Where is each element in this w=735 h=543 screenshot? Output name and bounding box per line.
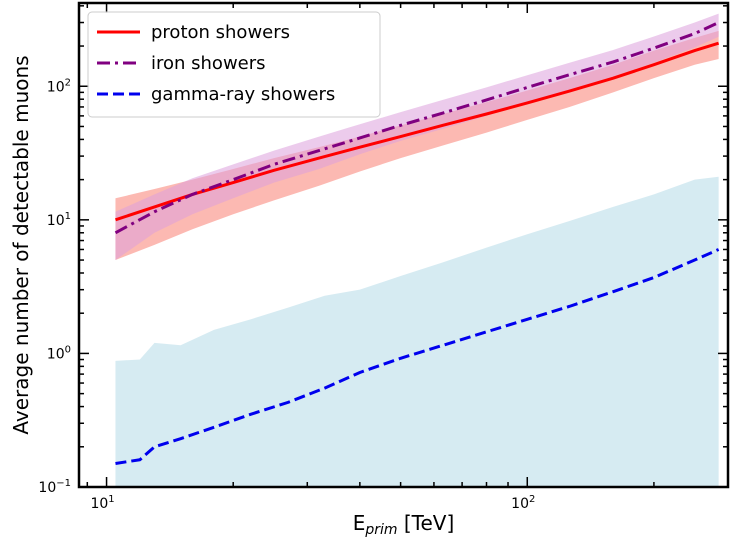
series-lines — [114, 21, 720, 465]
y-axis-label: Average number of detectable muons — [9, 55, 33, 434]
iron-showers-legend-label: iron showers — [151, 53, 266, 74]
x-tick-base: 10 — [511, 496, 529, 512]
y-tick-exponent: −1 — [56, 478, 71, 489]
x-tick-exponent: 1 — [108, 494, 114, 505]
x-axis-label-unit: [TeV] — [398, 511, 455, 535]
y-tick-exponent: 2 — [65, 77, 71, 88]
x-axis-label-main: E — [353, 511, 366, 535]
y-tick-label: 10−1 — [38, 478, 71, 496]
legend: proton showers iron showers gamma-ray show… — [87, 11, 381, 118]
x-tick-base: 10 — [90, 496, 108, 512]
y-tick-label: 100 — [47, 344, 71, 362]
y-tick-exponent: 0 — [65, 344, 71, 355]
y-tick-base: 10 — [47, 79, 65, 95]
gamma-ray-showers-line — [115, 248, 720, 465]
plot-frame — [77, 1, 730, 489]
x-tick-exponent: 2 — [529, 494, 535, 505]
y-tick-base: 10 — [47, 346, 65, 362]
y-tick-base: 10 — [38, 480, 56, 496]
proton-showers-legend-label: proton showers — [151, 22, 290, 43]
x-axis-label: Eprim [TeV] — [353, 511, 455, 538]
legend-box — [87, 11, 381, 118]
iron-showers-line — [114, 21, 720, 235]
x-tick-label: 102 — [511, 494, 535, 512]
y-tick-exponent: 1 — [65, 211, 71, 222]
x-tick-label: 101 — [90, 494, 114, 512]
x-axis-label-sub: prim — [364, 522, 397, 538]
y-tick-base: 10 — [47, 213, 65, 229]
axis-ticks — [79, 3, 729, 488]
y-tick-label: 102 — [47, 77, 71, 95]
gamma-ray-showers-legend-label: gamma-ray showers — [151, 84, 335, 105]
y-tick-label: 101 — [47, 211, 71, 229]
